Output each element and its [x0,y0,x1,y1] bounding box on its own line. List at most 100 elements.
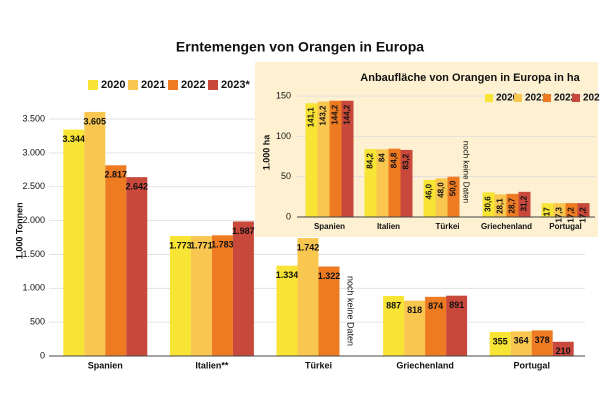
bar [400,149,413,217]
value-label: 30,6 [484,196,493,212]
bar [518,191,531,217]
bar [541,203,554,217]
value-label: 2.642 [126,182,149,192]
legend-swatch [208,80,218,90]
value-label: 1.783 [211,240,234,250]
y-tick-label: 150 [276,90,291,100]
value-label: 17,3 [555,207,564,223]
bar [105,165,127,356]
y-tick-label: 50 [281,171,291,181]
value-label: 28,7 [508,197,517,213]
legend-swatch [168,80,178,90]
x-tick-label: Griechenland [396,360,454,370]
x-tick-label: Türkei [435,222,459,231]
legend-label: 2021 [525,93,548,104]
value-label: 141,1 [307,107,316,128]
annotation: noch keine Daten [461,141,470,203]
x-tick-label: Türkei [305,360,332,370]
legend-swatch [128,80,138,90]
y-tick-label: 1.500 [22,249,45,259]
bar [341,100,354,217]
bar [276,265,298,356]
x-tick-label: Italien [377,222,400,231]
legend-swatch [543,94,551,102]
y-tick-label: 2.500 [22,181,45,191]
bar [404,300,426,356]
y-tick-label: 0 [286,211,291,221]
bar [552,341,574,356]
bar [63,129,85,356]
bar [211,235,233,356]
legend-label: 2022 [554,93,577,104]
legend-label: 2020 [496,93,519,104]
y-tick-label: 2.000 [22,215,45,225]
bar [447,176,460,217]
value-label: 17,2 [567,207,576,223]
chart-title: Erntemengen von Orangen in Europa [176,39,424,55]
value-label: 3.605 [84,116,107,126]
bar [305,103,318,217]
value-label: 31,2 [520,195,529,211]
y-axis-label: 1.000 Tonnen [14,202,24,259]
bar [531,330,553,356]
value-label: 355 [493,336,508,346]
bar [317,101,330,217]
chart-title: Anbaufläche von Orangen in Europa in ha [360,72,580,84]
bar [565,203,578,217]
value-label: 50,0 [449,180,458,196]
value-label: 143,2 [319,105,328,126]
y-tick-label: 3.000 [22,147,45,157]
value-label: 210 [556,346,571,356]
x-tick-label: Griechenland [481,222,532,231]
bar [126,177,148,356]
value-label: 84,2 [366,153,375,169]
y-tick-label: 500 [30,317,45,327]
annotation: noch keine Daten [346,276,356,346]
legend-label: 2023 [583,93,600,104]
bar [482,192,495,217]
legend-label: 2023* [221,79,250,91]
legend-swatch [88,80,98,90]
y-tick-label: 3.500 [22,113,45,123]
bar [446,295,468,356]
legend-label: 2020 [101,79,125,91]
bar [376,149,389,217]
bar [297,238,319,356]
bar [169,235,191,356]
bar [553,203,566,217]
value-label: 48,0 [437,182,446,198]
value-label: 144,2 [331,104,340,125]
x-tick-label: Spanien [314,222,345,231]
value-label: 17 [543,207,552,216]
x-tick-label: Italien** [195,360,229,370]
value-label: 1.742 [297,242,320,252]
value-label: 1.771 [190,240,213,250]
value-label: 1.987 [232,226,255,236]
x-tick-label: Portugal [549,222,581,231]
value-label: 874 [428,301,443,311]
bar [190,236,212,356]
value-label: 28,1 [496,198,505,214]
bar [383,295,405,356]
value-label: 3.344 [63,134,86,144]
legend-swatch [514,94,522,102]
value-label: 84,8 [390,152,399,168]
value-label: 17,2 [579,207,588,223]
legend-swatch [485,94,493,102]
bar [423,179,436,217]
y-tick-label: 100 [276,131,291,141]
value-label: 818 [407,305,422,315]
value-label: 364 [514,336,529,346]
bar [435,178,448,217]
y-tick-label: 0 [40,350,45,360]
value-label: 1.773 [169,240,192,250]
bar [506,193,519,217]
y-axis-label: 1.000 ha [261,134,271,171]
value-label: 1.322 [318,271,341,281]
value-label: 1.334 [276,270,299,280]
value-label: 891 [449,300,464,310]
bar [425,296,447,356]
legend-label: 2021 [141,79,165,91]
x-tick-label: Spanien [88,360,123,370]
